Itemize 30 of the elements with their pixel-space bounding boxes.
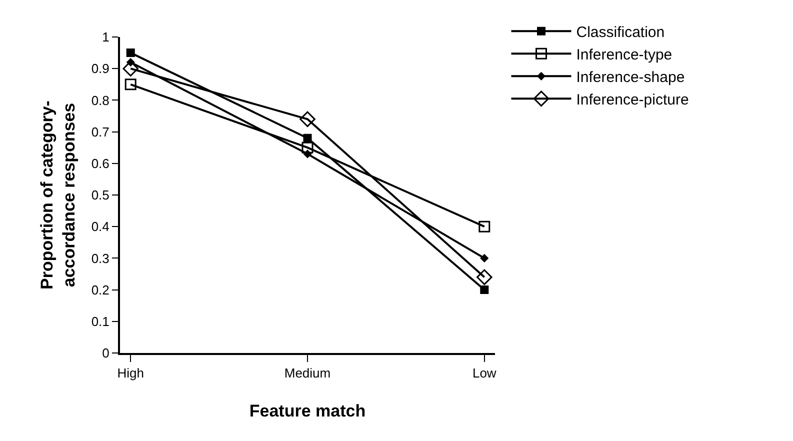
y-tick-label: 0.6 (91, 156, 110, 171)
y-tick-label: 0.3 (91, 250, 110, 266)
y-tick-label: 0.2 (91, 282, 110, 298)
point (126, 48, 135, 58)
x-tick-label: Low (472, 366, 497, 381)
point (302, 142, 314, 154)
legend-label: Inference-type (576, 46, 672, 64)
point (303, 134, 312, 142)
y-tick-label: 0.5 (91, 188, 110, 203)
point (124, 78, 136, 90)
point (480, 254, 488, 262)
point (300, 111, 316, 128)
y-tick-label: 0.7 (91, 124, 110, 140)
legend-label: Inference-picture (576, 91, 689, 108)
point (478, 220, 490, 232)
point (480, 286, 489, 294)
legend-label: Classification (576, 24, 665, 41)
y-axis-title: Proportion of category- accordance responses (37, 100, 78, 290)
y-tick-label: 0.8 (91, 92, 110, 108)
y-tick-label: 1 (102, 30, 110, 45)
x-tick-label: High (117, 366, 144, 381)
y-tick-label: 0 (102, 346, 110, 361)
y-tick-label: 0.1 (91, 314, 110, 329)
y-tick-label: 0.9 (91, 61, 110, 76)
x-tick-label: Medium (284, 366, 331, 381)
legend-label: Inference-shape (576, 68, 685, 86)
y-tick-label: 0.4 (91, 219, 110, 234)
point (476, 269, 492, 286)
x-axis-title: Feature match (249, 402, 366, 420)
point (304, 150, 312, 158)
